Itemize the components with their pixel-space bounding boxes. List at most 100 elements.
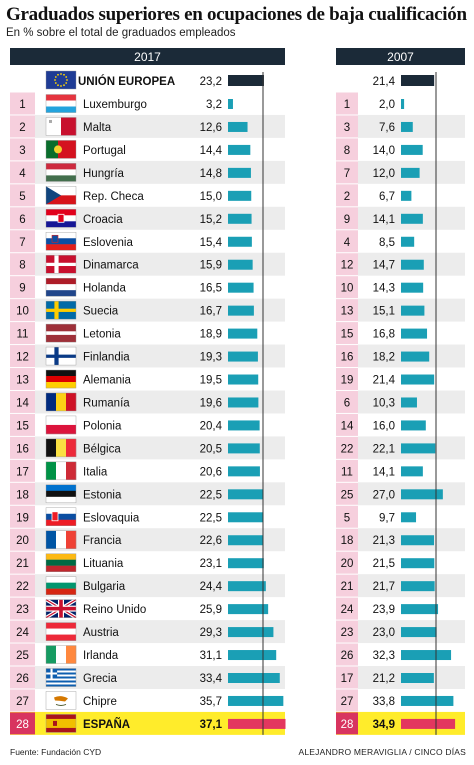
bar-2017 bbox=[228, 512, 263, 523]
rank-2007-box bbox=[336, 115, 358, 138]
value-2007-label: 12,0 bbox=[373, 168, 395, 180]
bar-2017 bbox=[228, 213, 252, 224]
value-2017-label: 12,6 bbox=[200, 122, 222, 134]
rank-2017-box bbox=[10, 345, 35, 368]
country-label: Rep. Checa bbox=[83, 191, 144, 203]
bar-2007 bbox=[401, 695, 454, 706]
bar-2007 bbox=[401, 374, 435, 385]
bar-2017 bbox=[228, 581, 266, 592]
rank-2017-label: 25 bbox=[16, 650, 29, 662]
rank-2007-label: 4 bbox=[344, 237, 351, 249]
country-label: Finlandia bbox=[83, 352, 130, 364]
eu-name-label: UNIÓN EUROPEA bbox=[78, 75, 175, 88]
value-2007-label: 18,2 bbox=[373, 352, 395, 364]
value-2017-label: 19,3 bbox=[200, 352, 222, 364]
rank-2017-label: 8 bbox=[19, 260, 25, 272]
value-2017-label: 20,6 bbox=[200, 466, 222, 478]
value-2017-label: 19,5 bbox=[200, 375, 222, 387]
rank-2007-label: 18 bbox=[341, 535, 354, 547]
rank-2007-label: 13 bbox=[341, 306, 354, 318]
value-2007-label: 14,3 bbox=[373, 283, 395, 295]
rank-2007-box bbox=[336, 597, 358, 620]
value-2017-label: 15,9 bbox=[200, 260, 222, 272]
rank-2017-label: 16 bbox=[16, 443, 29, 455]
bar-2017 bbox=[228, 351, 258, 362]
row-stripe bbox=[35, 114, 285, 138]
country-label: Polonia bbox=[83, 420, 122, 432]
rank-2007-box bbox=[336, 184, 358, 207]
value-2007-label: 7,6 bbox=[379, 122, 395, 134]
bar-2007 bbox=[401, 282, 424, 293]
value-2007-label: 14,7 bbox=[373, 260, 395, 272]
country-label: Lituania bbox=[83, 558, 124, 570]
bar-2007 bbox=[401, 397, 417, 408]
row-highlight bbox=[336, 711, 465, 735]
country-label: Rumanía bbox=[83, 397, 130, 409]
rank-2017-box bbox=[10, 115, 35, 138]
bar-2007 bbox=[401, 466, 423, 477]
rank-2017-label: 19 bbox=[16, 512, 29, 524]
value-2017-label: 15,0 bbox=[200, 191, 222, 203]
bar-2007 bbox=[401, 167, 420, 178]
column-header-2007: 2007 bbox=[336, 48, 465, 65]
france-flag-icon bbox=[45, 530, 77, 549]
country-label: Reino Unido bbox=[83, 604, 146, 616]
rank-2017-box bbox=[10, 413, 35, 436]
germany-flag-icon bbox=[45, 369, 77, 389]
rank-2017-label: 21 bbox=[16, 558, 29, 570]
bar-2007 bbox=[401, 144, 423, 155]
rank-2017-label: 7 bbox=[19, 237, 25, 249]
country-label: Eslovaquia bbox=[83, 512, 140, 524]
value-2007-label: 21,7 bbox=[373, 581, 395, 593]
value-2007-label: 14,1 bbox=[373, 214, 395, 226]
bar-2017 bbox=[228, 121, 248, 132]
eu-value-2007-label: 21,4 bbox=[373, 76, 396, 88]
rank-2007-label: 14 bbox=[341, 420, 354, 432]
country-label: Bélgica bbox=[83, 443, 121, 455]
rank-2007-label: 12 bbox=[341, 260, 354, 272]
value-2007-label: 14,0 bbox=[373, 145, 395, 157]
rank-2017-box bbox=[10, 689, 35, 712]
column-header-bg bbox=[10, 48, 285, 65]
row-stripe bbox=[35, 528, 285, 552]
rank-2017-box bbox=[10, 92, 35, 115]
bar-2017 bbox=[228, 328, 258, 339]
country-label: Hungría bbox=[83, 168, 125, 180]
slovenia-flag-icon bbox=[45, 232, 77, 251]
netherlands-flag-icon bbox=[45, 277, 77, 297]
bar-2017 bbox=[228, 535, 264, 546]
latvia-flag-icon bbox=[45, 323, 77, 343]
rank-2017-label: 22 bbox=[16, 581, 29, 593]
bar-2007 bbox=[401, 512, 417, 523]
portugal-flag-icon bbox=[45, 140, 77, 159]
rank-2017-box bbox=[10, 459, 35, 482]
value-2017-label: 29,3 bbox=[200, 627, 222, 639]
value-2017-label: 25,9 bbox=[200, 604, 222, 616]
rank-2017-box bbox=[10, 574, 35, 597]
rank-2017-box bbox=[10, 436, 35, 459]
value-2007-label: 2,0 bbox=[379, 99, 395, 111]
rank-2007-label: 24 bbox=[341, 604, 354, 616]
eu-bar-2017 bbox=[228, 75, 264, 86]
bar-2017 bbox=[228, 558, 264, 569]
rank-2017-label: 20 bbox=[16, 535, 29, 547]
bar-2017 bbox=[228, 443, 260, 454]
rank-2007-label: 2 bbox=[344, 191, 350, 203]
rank-2017-box bbox=[10, 643, 35, 666]
bar-2017 bbox=[228, 282, 254, 293]
eu-value-2017-label: 23,2 bbox=[200, 76, 222, 88]
romania-flag-icon bbox=[45, 392, 77, 412]
country-label: Austria bbox=[83, 627, 119, 639]
rank-2007-box bbox=[336, 230, 358, 253]
bar-2017 bbox=[228, 604, 269, 615]
value-2007-label: 21,5 bbox=[373, 558, 395, 570]
rank-2017-label: 9 bbox=[19, 283, 25, 295]
country-label: Malta bbox=[83, 122, 112, 134]
value-2007-label: 10,3 bbox=[373, 397, 395, 409]
value-2007-label: 21,4 bbox=[373, 375, 396, 387]
rank-2007-label: 26 bbox=[341, 650, 354, 662]
eu-bar-2007 bbox=[401, 75, 435, 86]
rank-2017-label: 12 bbox=[16, 352, 29, 364]
rank-2017-box bbox=[10, 482, 35, 505]
